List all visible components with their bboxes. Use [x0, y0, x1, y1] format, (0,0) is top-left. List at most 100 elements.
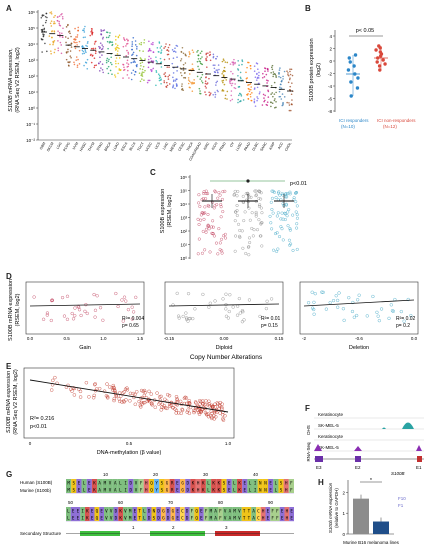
panel-g-residue-bg	[222, 507, 228, 514]
panel-g-residue: V	[124, 508, 127, 513]
panel-c-point	[210, 225, 214, 229]
panel-a-point	[70, 46, 73, 48]
panel-a-point	[261, 76, 264, 79]
panel-a-ylabel-2: (RNA Seq V2 RSEM, log2)	[15, 47, 21, 113]
panel-c-point	[242, 219, 246, 223]
panel-d-point	[306, 301, 311, 305]
panel-g-residue: V	[238, 508, 241, 513]
panel-a-point	[265, 79, 268, 81]
panel-b-point-responder	[353, 53, 358, 57]
panel-g-residue: E	[281, 508, 284, 513]
panel-c-point	[269, 200, 273, 204]
panel-g-letter: G	[6, 470, 13, 479]
panel-g-residue: K	[238, 487, 241, 492]
panel-a-point	[216, 55, 219, 58]
panel-a-point	[100, 29, 102, 31]
panel-a-point	[289, 85, 292, 88]
panel-c-point	[215, 203, 219, 207]
panel-g-residue-bg	[164, 486, 170, 493]
panel-d-point	[116, 304, 120, 309]
panel-a-point	[214, 64, 216, 67]
panel-g-residue-bg	[237, 514, 242, 521]
panel-g-residue: M	[129, 515, 132, 520]
panel-a-point	[200, 50, 203, 53]
panel-a-point	[57, 40, 59, 42]
panel-a-point	[41, 15, 44, 17]
panel-a-point	[82, 36, 85, 39]
panel-a-point	[85, 44, 87, 47]
panel-a-point	[114, 47, 117, 50]
panel-a-point	[171, 49, 174, 51]
panel-g-residue: F	[219, 515, 222, 520]
panel-e-point	[221, 418, 226, 422]
panel-a-point	[74, 47, 77, 50]
panel-a-point	[270, 101, 272, 103]
panel-g-residue: K	[93, 480, 96, 485]
panel-a-point	[156, 61, 158, 63]
panel-a-point	[188, 51, 191, 53]
panel-g-residue-bg	[86, 486, 92, 493]
panel-a-point	[117, 62, 120, 65]
panel-a-point	[138, 49, 141, 52]
panel-g-residue-bg	[180, 514, 185, 521]
panel-a-point	[44, 21, 47, 24]
panel-a-point	[282, 78, 284, 80]
panel-g-residue-bg	[76, 479, 82, 486]
panel-g-residue: E	[176, 515, 179, 520]
panel-a-point	[279, 67, 281, 69]
panel-f-dhs-peak	[402, 422, 414, 429]
panel-a-xtick: ACC	[277, 141, 284, 150]
panel-a-point	[192, 82, 194, 85]
panel-a-point	[168, 66, 170, 68]
panel-g-residue: G	[162, 508, 165, 513]
panel-a-point	[176, 45, 179, 47]
panel-b-legend-responders: ICI responders	[339, 118, 369, 123]
panel-a-point	[180, 74, 183, 77]
panel-g-residue-bg	[142, 507, 147, 514]
panel-g-residue-bg	[194, 514, 199, 521]
panel-a-point	[185, 54, 187, 57]
panel-g-residue: F	[290, 487, 293, 492]
panel-a-xtick: CESC	[177, 141, 186, 152]
panel-a-letter: A	[6, 4, 12, 13]
panel-a-point	[114, 43, 117, 45]
panel-a-point	[208, 91, 210, 94]
panel-e-p: p<0.01	[30, 424, 47, 430]
panel-g-residue-bg	[189, 514, 195, 521]
panel-a-point	[138, 72, 141, 75]
panel-g-residue-bg	[94, 507, 100, 514]
panel-d-point	[406, 297, 410, 302]
panel-c-point	[219, 203, 223, 207]
panel-d-ylabel-2: (RSEM, log2)	[15, 293, 21, 326]
panel-d-point	[134, 295, 138, 299]
panel-b-ytick: -6	[328, 97, 332, 102]
panel-c-point	[258, 203, 262, 207]
panel-d-p: p= 0.2	[396, 323, 410, 329]
panel-a-point	[206, 83, 208, 85]
panel-c-point	[249, 195, 253, 199]
panel-a-point	[270, 71, 272, 74]
panel-e-point	[174, 411, 178, 415]
panel-a-point	[140, 43, 142, 46]
panel-g-residue-bg	[81, 486, 87, 493]
panel-g-residue: Y	[155, 480, 158, 485]
panel-c-point	[238, 234, 242, 238]
panel-a-point	[258, 74, 260, 77]
panel-c-point	[220, 251, 224, 255]
panel-e-point	[221, 417, 225, 421]
panel-a-point	[58, 24, 61, 26]
panel-e-point	[160, 402, 165, 406]
panel-a-point	[123, 66, 125, 69]
panel-a-point	[152, 43, 154, 46]
panel-a-point	[135, 65, 138, 68]
panel-a-xtick: PRAD	[218, 141, 227, 152]
panel-e-point	[143, 400, 147, 405]
panel-a-point	[158, 79, 161, 82]
panel-e-point	[178, 399, 183, 404]
panel-e-point	[142, 393, 147, 398]
panel-a-point	[209, 51, 211, 53]
panel-a-point	[190, 68, 192, 71]
panel-a-point	[52, 43, 54, 46]
panel-c-point	[291, 248, 295, 252]
panel-d-point	[126, 308, 130, 312]
